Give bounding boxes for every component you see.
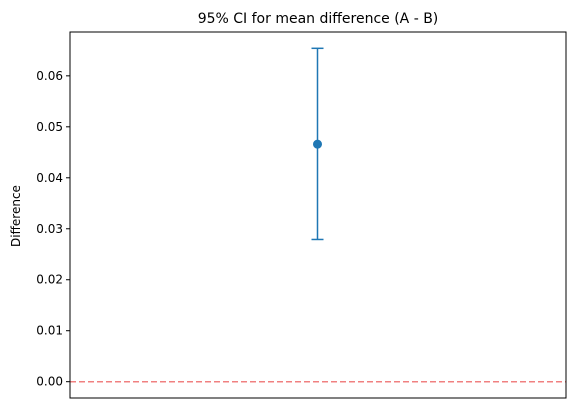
y-tick-label: 0.06 xyxy=(36,69,63,83)
y-tick-label: 0.03 xyxy=(36,222,63,236)
y-tick-label: 0.01 xyxy=(36,324,63,338)
plot-marks xyxy=(70,47,566,383)
y-axis-ticks: 0.00 0.01 0.02 0.03 0.04 0.05 0.06 xyxy=(36,69,70,389)
y-tick-label: 0.02 xyxy=(36,273,63,287)
y-tick-label: 0.00 xyxy=(36,375,63,389)
plot-frame xyxy=(69,31,567,399)
y-tick-label: 0.04 xyxy=(36,171,63,185)
point-estimate-marker xyxy=(313,139,322,149)
y-axis-label: Difference xyxy=(9,185,23,247)
chart-title: 95% CI for mean difference (A - B) xyxy=(198,11,439,27)
y-tick-label: 0.05 xyxy=(36,120,63,134)
